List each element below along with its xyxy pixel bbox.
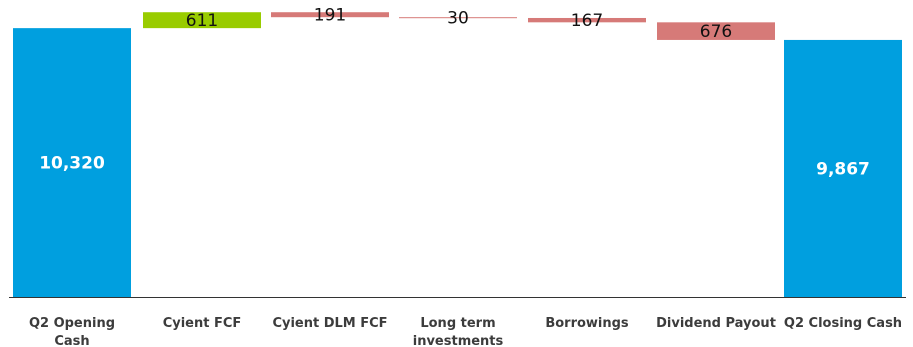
data-label-2: 611 [186, 11, 218, 31]
bar-1 [13, 28, 131, 298]
data-label-1: 10,320 [39, 154, 105, 174]
category-label-6: Dividend Payout [656, 316, 776, 331]
category-label-5: Borrowings [545, 316, 629, 331]
data-label-4: 30 [447, 9, 469, 29]
data-label-5: 167 [571, 11, 603, 31]
category-label-1-line-1: Q2 Opening [29, 316, 115, 331]
category-label-1-line-2: Cash [54, 334, 89, 347]
category-label-4-line-1: Long term [420, 316, 495, 331]
category-label-2: Cyient FCF [163, 316, 242, 331]
bar-7 [784, 39, 902, 297]
category-label-7: Q2 Closing Cash [784, 316, 902, 331]
bar-2 [143, 12, 261, 29]
data-label-6: 676 [700, 22, 732, 42]
bar-6 [657, 22, 775, 40]
data-label-7: 9,867 [816, 159, 870, 179]
category-label-3: Cyient DLM FCF [272, 316, 387, 331]
bar-5 [528, 17, 646, 23]
category-label-4-line-2: investments [413, 334, 504, 347]
bar-4 [399, 17, 517, 19]
data-label-3: 191 [314, 6, 346, 26]
bar-3 [271, 12, 389, 18]
